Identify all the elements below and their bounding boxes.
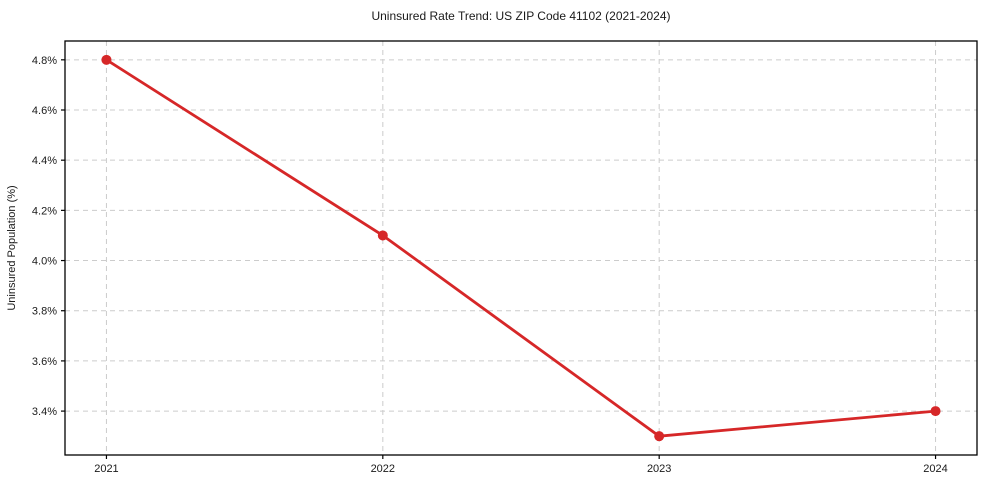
y-axis-label: Uninsured Population (%) [6, 185, 18, 310]
y-tick-label: 3.8% [32, 306, 57, 318]
y-tick-label: 3.6% [32, 356, 57, 368]
chart-title: Uninsured Rate Trend: US ZIP Code 41102 … [371, 9, 670, 23]
y-tick-label: 3.4% [32, 406, 57, 418]
data-point-marker [930, 406, 941, 417]
y-tick-label: 4.6% [32, 105, 57, 117]
x-tick-label: 2024 [923, 463, 947, 475]
y-tick-label: 4.2% [32, 205, 57, 217]
data-point-marker [377, 230, 388, 241]
x-tick-label: 2021 [94, 463, 118, 475]
data-point-marker [654, 431, 665, 442]
y-tick-label: 4.8% [32, 55, 57, 67]
x-tick-label: 2022 [371, 463, 395, 475]
y-tick-label: 4.0% [32, 256, 57, 268]
plot-area: 2021 2022 2023 2024 3.4% 3.6% 3.8% 4.0% 4.2% 4.4%… [32, 40, 978, 475]
y-tick-label: 4.4% [32, 155, 57, 167]
plot-border [64, 40, 978, 456]
trend-line [105, 58, 937, 438]
x-tick-label: 2023 [647, 463, 671, 475]
data-point-marker [101, 54, 112, 65]
